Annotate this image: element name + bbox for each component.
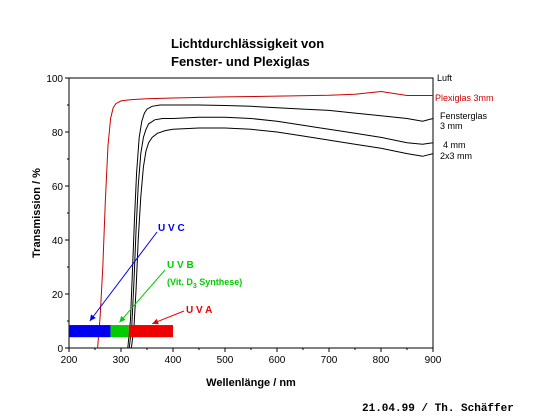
y-tick-label: 20: [52, 290, 64, 301]
uvb-sublabel: (Vit. D3 Synthese): [167, 277, 242, 290]
uv-band-uva: [128, 325, 173, 338]
uva-label: U V A: [186, 305, 212, 316]
series-line-4-mm: [128, 116, 434, 349]
series-label-fensterglas-3mm: 3 mm: [440, 121, 463, 131]
series-line-plexiglas-3mm: [97, 90, 433, 349]
y-axis-label: Transmission / %: [31, 168, 43, 258]
credit-text: 21.04.99 / Th. Schäffer: [362, 403, 514, 415]
y-tick-label: 60: [52, 182, 64, 193]
uv-bands: [69, 231, 185, 338]
axis-ticks: 200 300 400 500 600 700 800 900 0 20 40 60 80 100: [46, 74, 441, 366]
y-tick-label: 0: [57, 344, 63, 355]
uvb-arrow: [119, 269, 166, 323]
series-label-fensterglas: Fensterglas: [440, 111, 488, 121]
x-axis-label: Wellenlänge / nm: [206, 377, 296, 389]
uvb-label: U V B: [167, 260, 194, 271]
series-line-fensterglas-3-mm: [127, 104, 434, 349]
uvc-label: U V C: [158, 223, 185, 234]
x-tick-label: 600: [269, 355, 286, 366]
x-tick-label: 400: [165, 355, 182, 366]
chart-title-line-1: Lichtdurchlässigkeit von: [171, 36, 324, 51]
series-label-luft: Luft: [437, 73, 453, 83]
series-label-2x3mm: 2x3 mm: [440, 151, 472, 161]
uv-band-uvc: [69, 325, 111, 338]
y-tick-label: 80: [52, 128, 64, 139]
x-tick-label: 800: [373, 355, 390, 366]
uva-arrow-head: [152, 318, 159, 325]
x-tick-label: 500: [217, 355, 234, 366]
series-label-4mm: 4 mm: [443, 140, 466, 150]
x-tick-label: 700: [321, 355, 338, 366]
uv-band-uvb: [110, 325, 129, 338]
x-tick-label: 200: [61, 355, 78, 366]
series-label-plexiglas: Plexiglas 3mm: [435, 93, 494, 103]
uvc-arrow: [89, 231, 158, 322]
uvb-arrow-head: [119, 315, 126, 323]
y-tick-label: 100: [46, 74, 63, 85]
chart-title-line-2: Fenster- und Plexiglas: [171, 54, 310, 69]
x-tick-label: 900: [425, 355, 442, 366]
uvc-arrow-head: [89, 314, 96, 321]
series-lines: [69, 77, 434, 349]
y-tick-label: 40: [52, 236, 64, 247]
series-line-2x3-mm: [130, 127, 434, 349]
x-tick-label: 300: [113, 355, 130, 366]
